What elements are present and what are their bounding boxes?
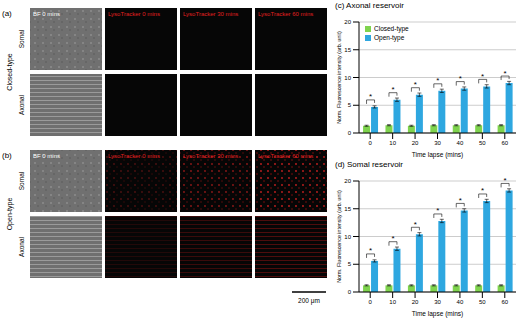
svg-text:*: * [504, 69, 507, 78]
svg-text:10: 10 [344, 75, 351, 81]
svg-text:*: * [459, 74, 462, 83]
svg-text:Somal: Somal [18, 171, 25, 190]
svg-text:50: 50 [479, 140, 486, 146]
svg-text:*: * [436, 206, 439, 215]
svg-text:5: 5 [348, 261, 352, 267]
svg-text:20: 20 [344, 19, 351, 25]
svg-text:*: * [481, 186, 484, 195]
svg-text:LysoTracker 60 mins: LysoTracker 60 mins [258, 153, 313, 159]
svg-text:Time lapse (mins): Time lapse (mins) [412, 310, 463, 318]
svg-text:0: 0 [348, 289, 352, 295]
svg-text:*: * [369, 246, 372, 255]
svg-text:20: 20 [412, 140, 419, 146]
svg-text:40: 40 [457, 299, 464, 305]
svg-text:Axonal: Axonal [18, 237, 25, 257]
svg-text:*: * [436, 76, 439, 85]
svg-text:5: 5 [348, 102, 352, 108]
svg-text:(a): (a) [2, 9, 12, 18]
svg-text:0: 0 [369, 140, 373, 146]
svg-text:BF 0 mins: BF 0 mins [33, 153, 60, 159]
svg-text:10: 10 [344, 234, 351, 240]
svg-text:15: 15 [344, 206, 351, 212]
svg-text:BF 0 mins: BF 0 mins [33, 11, 60, 17]
svg-text:0: 0 [369, 299, 373, 305]
svg-text:Somal: Somal [18, 29, 25, 48]
svg-text:*: * [414, 220, 417, 229]
html-text:Open-type: Open-type [374, 34, 405, 41]
svg-text:10: 10 [389, 299, 396, 305]
svg-text:10: 10 [389, 140, 396, 146]
svg-text:LysoTracker 0 mins: LysoTracker 0 mins [108, 11, 160, 17]
svg-text:LysoTracker 30 mins: LysoTracker 30 mins [183, 11, 238, 17]
svg-text:20: 20 [344, 178, 351, 184]
svg-text:LysoTracker 30 mins: LysoTracker 30 mins [183, 153, 238, 159]
svg-text:Norm. Fluorescence intensity (: Norm. Fluorescence intensity (arb. unit) [336, 190, 342, 283]
svg-text:*: * [459, 196, 462, 205]
svg-text:30: 30 [434, 299, 441, 305]
svg-text:*: * [391, 234, 394, 243]
svg-text:*: * [481, 72, 484, 81]
html-text:(d) Somal reservoir: (d) Somal reservoir [335, 160, 403, 169]
svg-text:15: 15 [344, 47, 351, 53]
svg-text:*: * [369, 92, 372, 101]
svg-text:(b): (b) [2, 151, 12, 160]
svg-text:60: 60 [501, 140, 508, 146]
svg-text:Time lapse (mins): Time lapse (mins) [412, 151, 463, 159]
svg-text:30: 30 [434, 140, 441, 146]
svg-text:Norm. Fluorescence intensity (: Norm. Fluorescence intensity (arb. unit) [336, 31, 342, 124]
svg-text:*: * [414, 80, 417, 89]
html-text:(c) Axonal reservoir: (c) Axonal reservoir [335, 1, 404, 10]
svg-text:60: 60 [501, 299, 508, 305]
svg-text:Open-type: Open-type [6, 198, 14, 231]
svg-text:40: 40 [457, 140, 464, 146]
html-text:Closed-type: Closed-type [374, 25, 409, 32]
svg-text:LysoTracker 0 mins: LysoTracker 0 mins [108, 153, 160, 159]
svg-text:LysoTracker 60 mins: LysoTracker 60 mins [258, 11, 313, 17]
svg-text:0: 0 [348, 130, 352, 136]
svg-text:50: 50 [479, 299, 486, 305]
svg-text:Closed-type: Closed-type [6, 53, 14, 90]
svg-text:20: 20 [412, 299, 419, 305]
svg-text:*: * [504, 176, 507, 185]
svg-text:Axonal: Axonal [18, 95, 25, 115]
svg-text:*: * [391, 85, 394, 94]
svg-text:200 μm: 200 μm [298, 297, 320, 305]
